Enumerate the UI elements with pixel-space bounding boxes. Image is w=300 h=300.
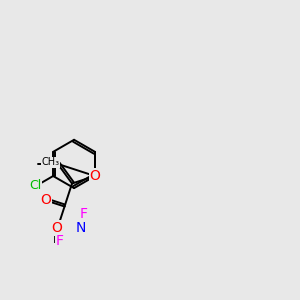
Text: N: N [52,222,62,236]
Text: O: O [40,193,51,207]
Text: O: O [51,221,62,236]
Text: H: H [53,236,61,245]
Text: CH₃: CH₃ [41,158,59,167]
Text: Cl: Cl [29,179,41,192]
Text: F: F [56,234,64,248]
Text: F: F [80,207,88,221]
Text: O: O [90,169,101,183]
Text: N: N [76,220,86,235]
